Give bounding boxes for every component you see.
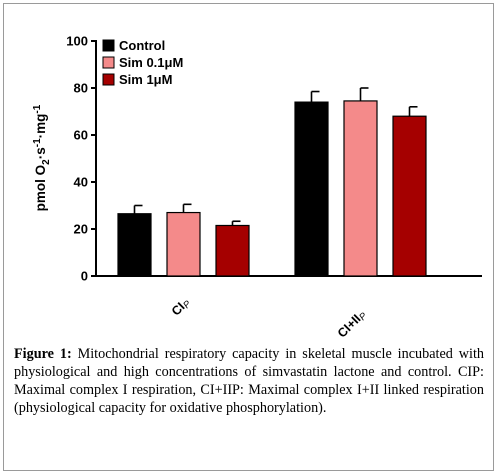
y-tick-label: 40 (74, 175, 88, 190)
legend-swatch (102, 73, 115, 86)
y-axis-label: pmol O2·s-1·mg-1 (32, 104, 52, 211)
bars (117, 87, 427, 277)
bar (343, 100, 378, 277)
caption-label: Figure 1: (14, 346, 72, 362)
y-tick-label: 0 (81, 269, 88, 284)
caption-text: Mitochondrial respiratory capacity in sk… (14, 346, 484, 416)
figure-caption: Figure 1: Mitochondrial respiratory capa… (14, 345, 484, 417)
bar (117, 213, 152, 277)
x-tick-labels: CIP CI+IIP (169, 295, 370, 340)
x-tick-label: CIP (169, 295, 194, 320)
legend-label: Sim 0.1μM (119, 55, 183, 70)
bar (392, 115, 427, 277)
y-tick-label: 20 (74, 222, 88, 237)
legend-label: Sim 1μM (119, 72, 172, 87)
y-tick-label: 100 (66, 34, 88, 49)
y-ticks: 0 20 40 60 80 100 (66, 34, 96, 284)
y-axis-title-part: -1 (32, 138, 43, 147)
y-axis-title-part: ·mg (33, 114, 48, 139)
y-axis-title: pmol O2·s-1·mg-1 (32, 104, 52, 211)
bar (166, 211, 201, 277)
bar (215, 224, 250, 277)
legend-swatch (102, 39, 115, 52)
y-tick-label: 60 (74, 128, 88, 143)
legend-label: Control (119, 38, 165, 53)
y-axis-title-part: -1 (32, 104, 43, 113)
x-tick-label: CI+IIP (335, 307, 370, 340)
y-axis-title-part: pmol O (33, 165, 48, 212)
y-tick-label: 80 (74, 81, 88, 96)
bar (294, 101, 329, 277)
y-axis-title-part: 2 (41, 159, 52, 165)
legend-swatch (102, 56, 115, 69)
legend: Control Sim 0.1μM Sim 1μM (102, 38, 183, 87)
y-axis-title-part: ·s (33, 147, 48, 159)
